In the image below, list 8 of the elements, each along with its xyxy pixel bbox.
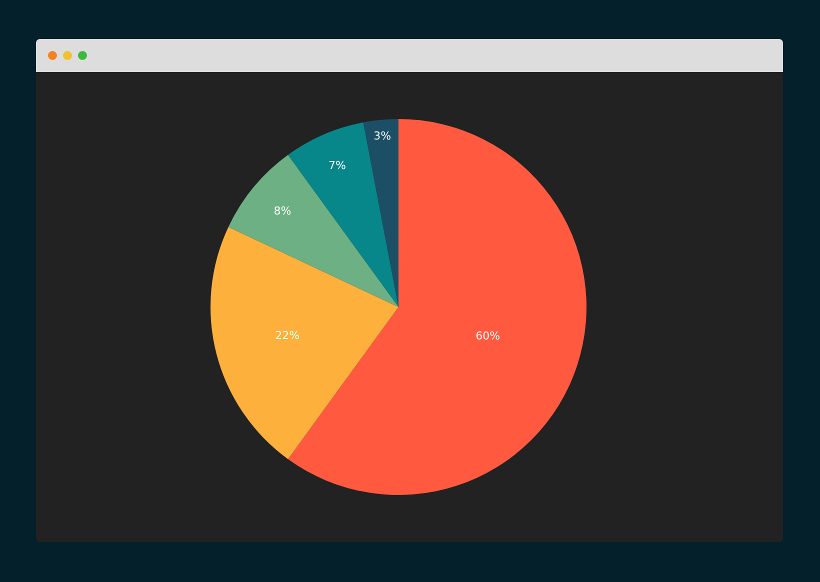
pie-slice bbox=[228, 154, 398, 307]
data-label: 7% bbox=[328, 158, 346, 172]
data-label: 60% bbox=[476, 330, 500, 343]
data-label: 22% bbox=[275, 329, 300, 342]
pie-slice bbox=[210, 226, 398, 460]
data-label: 8% bbox=[274, 204, 292, 218]
data-label: 3% bbox=[374, 129, 392, 142]
pie-slice bbox=[363, 119, 398, 307]
